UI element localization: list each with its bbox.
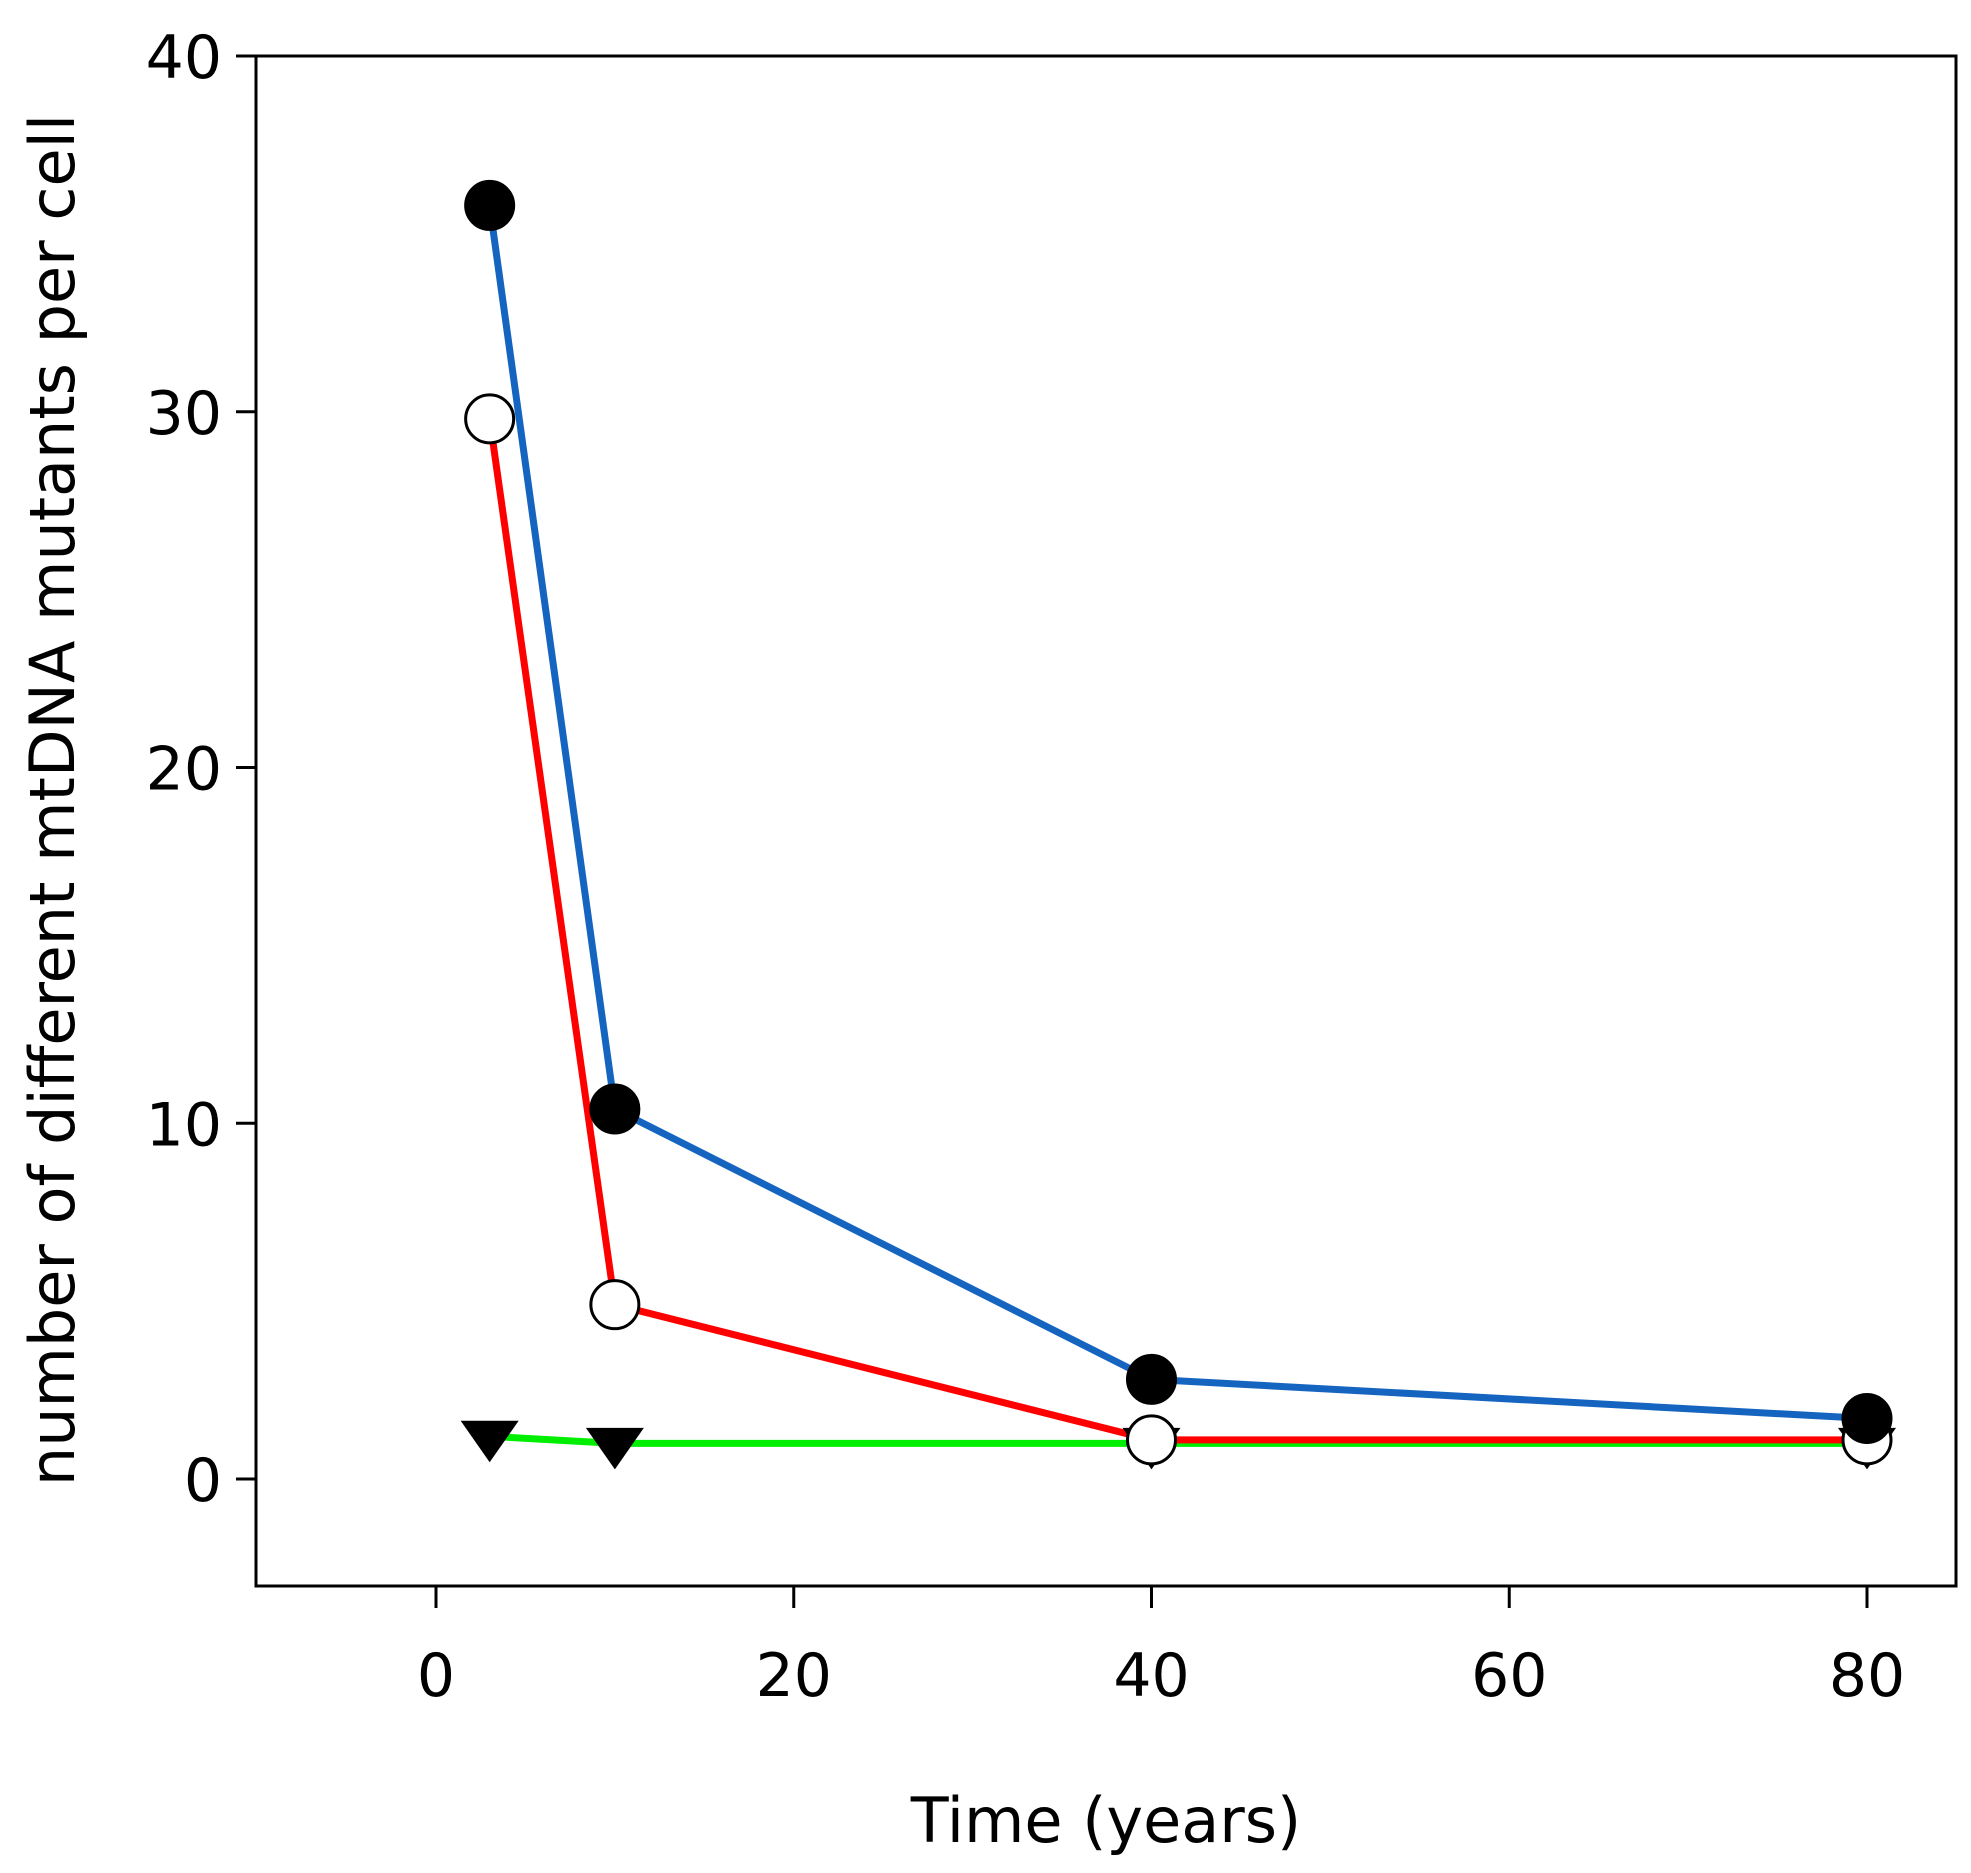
series-line-blue: [486, 204, 1868, 1423]
y-tick-label: 40: [146, 23, 222, 93]
data-point-red: [464, 393, 516, 445]
data-point-blue: [464, 179, 516, 231]
x-axis-title: Time (years): [910, 1784, 1301, 1857]
data-point-blue: [589, 1083, 641, 1135]
x-tick-label: 80: [1829, 1641, 1905, 1711]
series-line-green: [489, 1432, 1867, 1447]
data-point-red: [1126, 1414, 1177, 1466]
data-point-blue: [1126, 1353, 1177, 1405]
data-point-green: [585, 1427, 644, 1470]
y-axis-title: number of different mtDNA mutants per ce…: [16, 114, 89, 1486]
y-tick-label: 20: [146, 735, 222, 805]
y-tick-label: 0: [184, 1446, 222, 1516]
y-axis: 0 10 20 30 40: [146, 23, 256, 1516]
data-point-green: [460, 1420, 519, 1463]
x-axis: 0 20 40 60 80: [417, 1586, 1905, 1711]
x-tick-label: 20: [756, 1641, 832, 1711]
x-tick-label: 0: [417, 1641, 455, 1711]
y-tick-label: 10: [146, 1090, 222, 1160]
plot-frame: [254, 54, 1958, 1588]
data-point-red: [589, 1279, 641, 1331]
x-tick-label: 60: [1471, 1641, 1547, 1711]
x-tick-label: 40: [1113, 1641, 1189, 1711]
series-lines: [486, 204, 1868, 1447]
series-markers: [460, 179, 1896, 1470]
series-line-red: [486, 418, 1867, 1444]
data-point-blue: [1841, 1393, 1893, 1445]
y-tick-label: 30: [146, 379, 222, 449]
